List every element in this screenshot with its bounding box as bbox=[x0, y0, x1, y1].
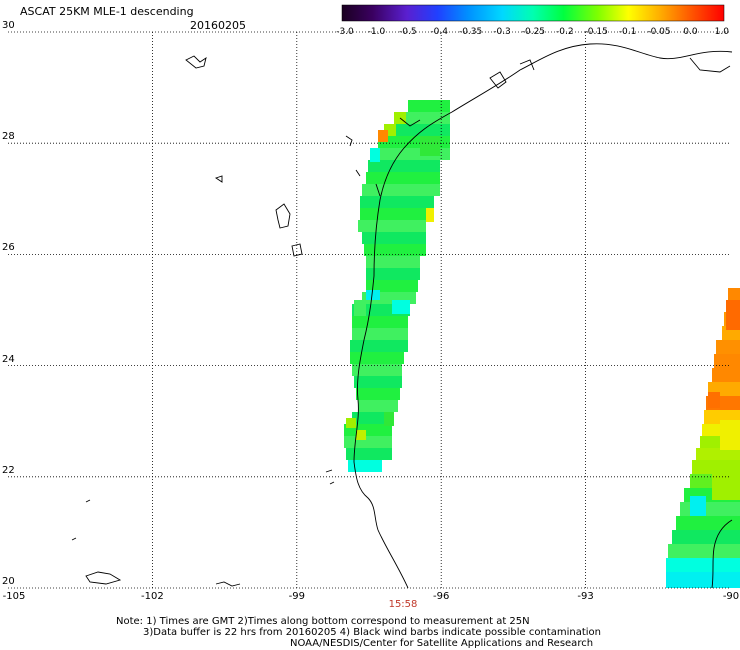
footer-note-line2: 3)Data buffer is 22 hrs from 20160205 4)… bbox=[143, 627, 601, 638]
swath-cell bbox=[690, 496, 706, 516]
longitude-label: -96 bbox=[433, 591, 450, 602]
colorbar-label: -0.2 bbox=[556, 27, 574, 37]
bay-outline bbox=[345, 117, 421, 197]
swath-cell bbox=[362, 184, 440, 196]
swath-cell bbox=[426, 208, 434, 222]
swath-cell bbox=[346, 418, 356, 428]
longitude-label: -105 bbox=[2, 591, 26, 602]
colorbar-label: -0.1 bbox=[618, 27, 637, 37]
latitude-label: 20 bbox=[2, 576, 15, 587]
swath-cell bbox=[364, 244, 426, 256]
latitude-label: 22 bbox=[2, 464, 15, 476]
swath-cell bbox=[346, 448, 392, 460]
longitude-label: -93 bbox=[577, 591, 594, 602]
swath-cell bbox=[356, 430, 366, 440]
swath-cell bbox=[370, 148, 380, 162]
island-outline bbox=[71, 499, 91, 541]
swath-cell bbox=[666, 558, 740, 572]
lake-outline bbox=[215, 581, 241, 587]
product-date: 20160205 bbox=[190, 19, 246, 32]
swath-cell bbox=[360, 196, 434, 208]
swath-cell bbox=[726, 300, 740, 330]
swath-cell bbox=[356, 388, 400, 400]
swath-cell bbox=[672, 530, 740, 544]
swath-cell bbox=[696, 448, 740, 460]
swath-cell bbox=[676, 516, 740, 530]
colorbar-label: -1.0 bbox=[367, 27, 386, 37]
swath-cell bbox=[408, 100, 450, 112]
lake-outline bbox=[275, 203, 291, 229]
swath-cell bbox=[360, 208, 434, 220]
swath-cell bbox=[366, 268, 420, 280]
swath-cell bbox=[366, 256, 420, 268]
swath-cell bbox=[680, 502, 740, 516]
lake-outline bbox=[85, 571, 122, 585]
swath-cell bbox=[352, 412, 394, 424]
gulf-coastline bbox=[353, 43, 733, 589]
swath-cell bbox=[400, 112, 450, 124]
swath-cell bbox=[352, 328, 408, 340]
footer-credit: NOAA/NESDIS/Center for Satellite Applica… bbox=[290, 638, 594, 649]
swath-cell bbox=[712, 368, 740, 382]
latitude-label: 24 bbox=[2, 353, 15, 365]
swath-cell bbox=[352, 316, 408, 328]
colorbar-label: -0.3 bbox=[493, 27, 511, 37]
swath-cell bbox=[384, 412, 394, 426]
swath-cell bbox=[420, 136, 440, 156]
swath-cell bbox=[368, 160, 440, 172]
swath-cell bbox=[354, 376, 402, 388]
swath-cell bbox=[366, 280, 418, 292]
lake-outline bbox=[214, 175, 223, 183]
latitude-label: 30 bbox=[2, 20, 15, 31]
yucatan-coastline bbox=[711, 519, 733, 589]
latitude-label: 28 bbox=[2, 131, 15, 143]
swath-cell bbox=[366, 290, 380, 300]
swath-cell bbox=[350, 352, 404, 364]
swath-cell bbox=[666, 572, 740, 588]
swath-cell bbox=[668, 544, 740, 558]
swath-cell bbox=[720, 420, 740, 450]
swath-cell bbox=[712, 470, 740, 500]
swath-cell bbox=[378, 130, 388, 142]
colorbar-label: 0.0 bbox=[683, 27, 698, 37]
lake-outline bbox=[185, 55, 207, 69]
swath-cell bbox=[348, 460, 382, 472]
longitude-label: -102 bbox=[141, 591, 164, 602]
swath-cell bbox=[352, 364, 402, 376]
product-title: ASCAT 25KM MLE-1 descending bbox=[20, 5, 194, 18]
swath-cell bbox=[362, 232, 426, 244]
swath-cell bbox=[354, 300, 366, 316]
island-outline bbox=[325, 469, 335, 485]
swath-cell bbox=[392, 300, 410, 314]
colorbar-label: 1.0 bbox=[714, 27, 729, 37]
footer-note-line1: Note: 1) Times are GMT 2)Times along bot… bbox=[116, 616, 530, 627]
swath-cell bbox=[714, 354, 740, 368]
bay-outline bbox=[489, 59, 535, 89]
swath-cell bbox=[350, 340, 408, 352]
swath-cell bbox=[366, 172, 440, 184]
longitude-label: -99 bbox=[288, 591, 305, 602]
colorbar-label: -0.4 bbox=[430, 27, 448, 37]
swath-cell bbox=[384, 124, 450, 136]
longitude-label: -90 bbox=[722, 591, 740, 602]
swath-cell bbox=[716, 340, 740, 354]
swath-cell bbox=[358, 220, 426, 232]
lake-outline bbox=[291, 243, 303, 257]
swath-cell bbox=[708, 392, 720, 408]
pass-time-label: 15:58 bbox=[388, 599, 418, 610]
latitude-label: 26 bbox=[2, 242, 15, 254]
colorbar bbox=[341, 4, 725, 22]
bay-outline bbox=[689, 57, 731, 73]
swath-cell bbox=[344, 436, 392, 448]
swath-cell bbox=[358, 400, 398, 412]
swath-cell bbox=[728, 288, 740, 300]
